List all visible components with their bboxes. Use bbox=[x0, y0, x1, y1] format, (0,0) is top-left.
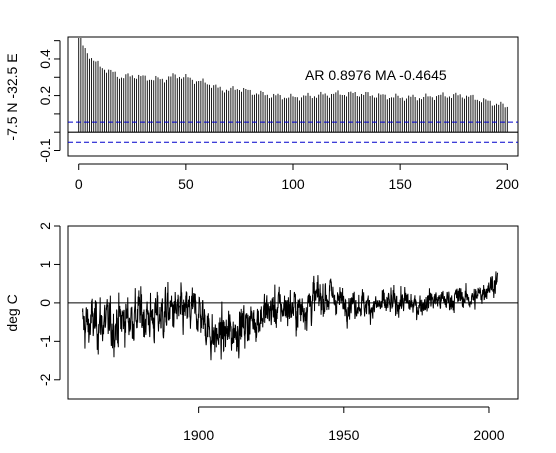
acf-x-tick-label: 200 bbox=[496, 176, 520, 192]
series-y-tick-label: -1 bbox=[37, 335, 53, 348]
acf-x-tick-label: 50 bbox=[178, 176, 194, 192]
acf-y-tick-label: -0.1 bbox=[37, 138, 53, 162]
acf-bars bbox=[78, 38, 508, 133]
series-y-tick-label: 0 bbox=[37, 299, 53, 307]
acf-x-tick-label: 100 bbox=[281, 176, 305, 192]
series-x-tick-label: 1900 bbox=[183, 427, 214, 443]
series-y-axis-label: deg C bbox=[4, 294, 20, 331]
acf-x-axis: 0 50 100 150 200 bbox=[75, 163, 520, 192]
series-x-tick-label: 1950 bbox=[328, 427, 359, 443]
series-y-tick-label: -2 bbox=[37, 373, 53, 386]
acf-plot-box bbox=[67, 36, 519, 157]
acf-y-axis-label: -7.5 N -32.5 E bbox=[4, 53, 20, 140]
series-line bbox=[82, 271, 499, 361]
acf-annotation: AR 0.8976 MA -0.4645 bbox=[305, 67, 447, 83]
series-x-axis: 1900 1950 2000 bbox=[183, 406, 505, 443]
acf-y-tick-label: 0.2 bbox=[37, 86, 53, 106]
acf-x-tick-label: 0 bbox=[75, 176, 83, 192]
acf-y-tick-label: 0.4 bbox=[37, 49, 53, 69]
acf-x-tick-label: 150 bbox=[388, 176, 412, 192]
acf-y-axis: -0.1 0.2 0.4 bbox=[37, 40, 61, 163]
acf-panel: 0 50 100 150 200 -0.1 0.2 0.4 AR 0.8976 MA -0.… bbox=[4, 36, 520, 192]
series-y-tick-label: 1 bbox=[37, 260, 53, 268]
series-plot-box bbox=[67, 225, 519, 400]
series-x-tick-label: 2000 bbox=[473, 427, 504, 443]
series-panel: 1900 1950 2000 -2 -1 0 1 2 deg C bbox=[4, 222, 519, 443]
series-y-tick-label: 2 bbox=[37, 222, 53, 230]
series-y-axis: -2 -1 0 1 2 bbox=[37, 222, 61, 386]
